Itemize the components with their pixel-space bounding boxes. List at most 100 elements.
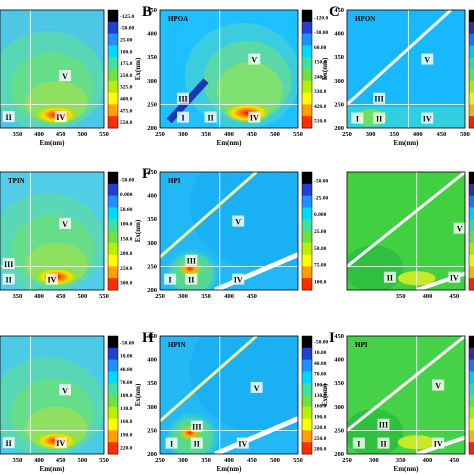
colorbar-frame <box>107 9 119 129</box>
colorbar-tick-label: -125.0 <box>120 14 134 20</box>
colorbar-tick-label: 25.00 <box>314 229 327 235</box>
x-tick-label: 350 <box>12 457 22 464</box>
colorbar-tick-label: 50.00 <box>120 207 133 213</box>
colorbar-tick-label: 100.0 <box>314 280 327 286</box>
y-tick-label: 250 <box>147 101 157 108</box>
panel-unlabeled-6: II IV V 350 400 450 500 550 Em(nm) -50.00 10.00 40.… <box>0 335 134 473</box>
colorbar-swatch <box>469 116 474 129</box>
region-label-box <box>421 112 434 124</box>
region-label-V: V <box>59 384 71 396</box>
colorbar-swatch <box>469 195 474 208</box>
colorbar-tick-label: 325.0 <box>120 85 133 91</box>
colorbar-swatch <box>302 406 312 420</box>
region-label-text: II <box>6 439 12 448</box>
panel-letter: H <box>142 330 154 346</box>
colorbar-swatch <box>469 69 474 82</box>
colorbar-swatch <box>302 347 312 361</box>
colorbar-frame <box>301 335 313 455</box>
x-tick-label: 550 <box>99 293 109 300</box>
panel-letter: I <box>329 330 335 346</box>
colorbar-swatch <box>469 92 474 105</box>
colorbar-tick-label: 400.0 <box>120 97 133 103</box>
region-label-box <box>236 437 249 449</box>
panel-letter: F <box>142 166 151 182</box>
x-tick-label: 250 <box>155 457 165 464</box>
colorbar-tick-label: 70.00 <box>314 372 327 378</box>
x-tick-label: 500 <box>460 131 470 138</box>
colorbar-swatch <box>302 418 312 431</box>
colorbar-swatch <box>469 231 474 244</box>
colorbar-swatch <box>302 80 312 94</box>
rayleigh-band <box>160 172 258 259</box>
region-label-V: V <box>421 53 434 65</box>
colorbar-swatch <box>108 21 118 35</box>
y-tick-label: 400 <box>147 31 157 38</box>
region-label-text: IV <box>48 276 57 285</box>
region-label-text: II <box>380 440 386 449</box>
region-label-text: II <box>6 276 12 285</box>
region-label-II: II <box>204 111 217 123</box>
colorbar-swatch <box>302 371 312 384</box>
colorbar-tick-label: 10.00 <box>120 354 133 360</box>
plot-frame <box>159 171 299 291</box>
colorbar-swatch <box>302 430 312 443</box>
colorbar-swatch <box>302 57 312 70</box>
colorbar-swatch <box>302 278 312 291</box>
x-tick-label: 450 <box>56 293 66 300</box>
region-label-text: V <box>62 220 68 229</box>
region-label-text: II <box>376 115 382 124</box>
region-label-box <box>54 111 67 123</box>
x-axis-label: Em(nm) <box>394 139 420 147</box>
x-axis-label: Em(nm) <box>217 139 243 147</box>
colorbar: -50.00 10.00 40.00 70.00 100.0 130.0 160.0 190.… <box>107 335 134 455</box>
y-tick-label: 300 <box>147 404 157 411</box>
region-label-text: IV <box>238 440 247 449</box>
x-tick-label: 350 <box>12 131 22 138</box>
x-tick-label: 550 <box>293 131 303 138</box>
colorbar-swatch <box>302 219 312 232</box>
colorbar-tick-label: 100.0 <box>120 393 133 399</box>
x-tick-label: 300 <box>178 131 188 138</box>
y-tick-label: 250 <box>147 263 157 270</box>
plot-area: II IV V <box>347 172 465 290</box>
colorbar-tick-label: -30.00 <box>314 30 328 36</box>
y-tick-label: 450 <box>147 333 157 340</box>
region-label-box <box>190 437 203 449</box>
y-tick-label: 350 <box>334 54 344 61</box>
region-label-V: V <box>248 53 261 65</box>
y-tick-label: 450 <box>334 333 344 340</box>
colorbar-swatch <box>108 116 118 129</box>
region-label-III: III <box>2 258 15 270</box>
colorbar-swatch <box>302 45 312 58</box>
y-tick-label: 250 <box>334 427 344 434</box>
rayleigh-band <box>347 10 452 106</box>
y-tick-label: 450 <box>147 7 157 14</box>
colorbar-swatch <box>469 278 474 291</box>
region-label-box <box>377 418 390 430</box>
colorbar-tick-label: 250.0 <box>120 73 133 79</box>
region-label-box <box>377 437 390 449</box>
colorbar-swatch <box>108 92 118 105</box>
colorbar-tick-label: 175.0 <box>120 61 133 67</box>
region-label-IV: IV <box>432 437 445 449</box>
colorbar-swatch <box>302 254 312 267</box>
colorbar-swatch <box>469 336 474 349</box>
region-label-I: I <box>351 112 364 124</box>
plot-frame <box>159 9 299 129</box>
region-label-V: V <box>453 222 465 234</box>
region-label-box <box>432 379 445 391</box>
raman-band <box>214 252 298 290</box>
x-tick-label: 400 <box>224 293 234 300</box>
x-tick-label: 450 <box>247 131 257 138</box>
contour-outer <box>347 409 404 454</box>
colorbar-swatch <box>108 45 118 58</box>
colorbar-swatch <box>302 442 312 455</box>
region-label-box <box>248 53 261 65</box>
region-label-text: II <box>207 114 213 123</box>
x-tick-label: 350 <box>396 457 406 464</box>
